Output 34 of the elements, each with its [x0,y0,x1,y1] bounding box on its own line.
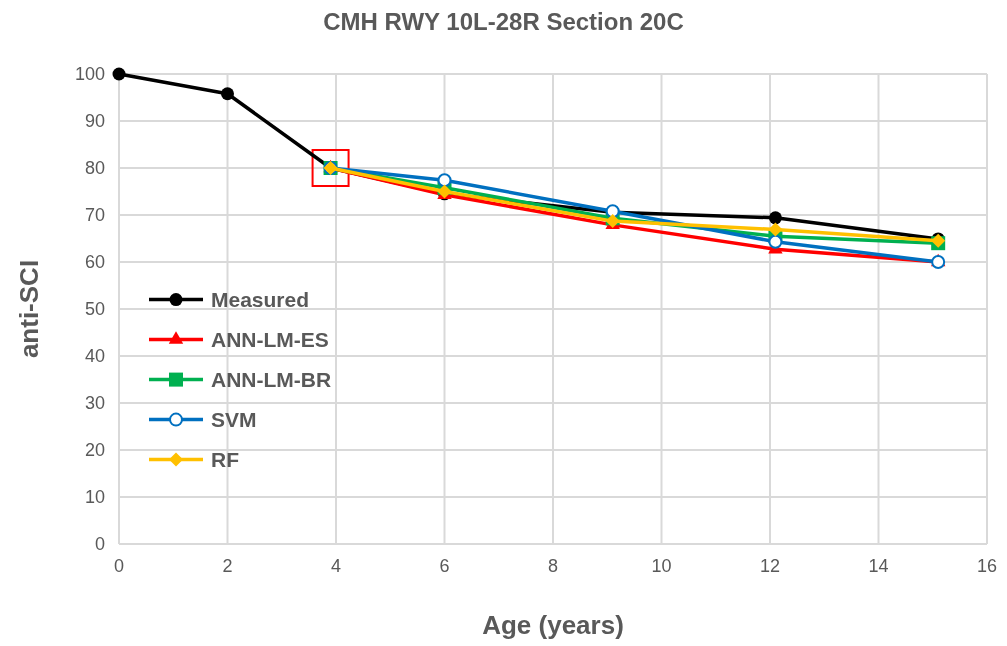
point [768,234,783,249]
y-tick-label: 0 [94,534,105,555]
x-tick-label: 10 [651,556,672,576]
x-tick-label: 14 [868,556,889,576]
x-axis-title: Age (years) [482,610,624,640]
x-tick-label: 0 [113,556,125,576]
y-tick-label: 20 [84,440,105,461]
x-tick-label: 6 [439,556,450,576]
y-tick-label: 100 [74,64,105,85]
point [437,173,452,188]
y-tick-label: 90 [84,111,105,132]
legend-label: Measured [211,287,310,311]
legend-label: SVM [211,407,257,431]
point [768,222,783,237]
y-tick-label: 40 [84,346,105,367]
x-tick-label: 16 [976,556,998,576]
y-tick-label: 60 [84,252,105,273]
point [221,87,234,101]
x-tick-label: 8 [547,556,559,576]
point [112,67,126,81]
legend-label: RF [211,447,240,471]
y-tick-label: 30 [84,393,105,414]
x-tick-label: 12 [759,556,781,576]
y-tick-label: 50 [84,299,105,320]
legend-label: ANN-LM-ES [211,327,329,351]
x-tick-label: 2 [222,556,233,576]
legend-label: ANN-LM-BR [211,367,332,391]
y-axis-title: anti-SCI [14,259,44,359]
point [768,211,782,225]
y-tick-label: 10 [84,487,105,508]
y-tick-label: 80 [84,158,105,179]
chart-title: CMH RWY 10L-28R Section 20C [323,8,684,35]
x-tick-label: 4 [330,556,342,576]
y-tick-label: 70 [84,205,105,226]
